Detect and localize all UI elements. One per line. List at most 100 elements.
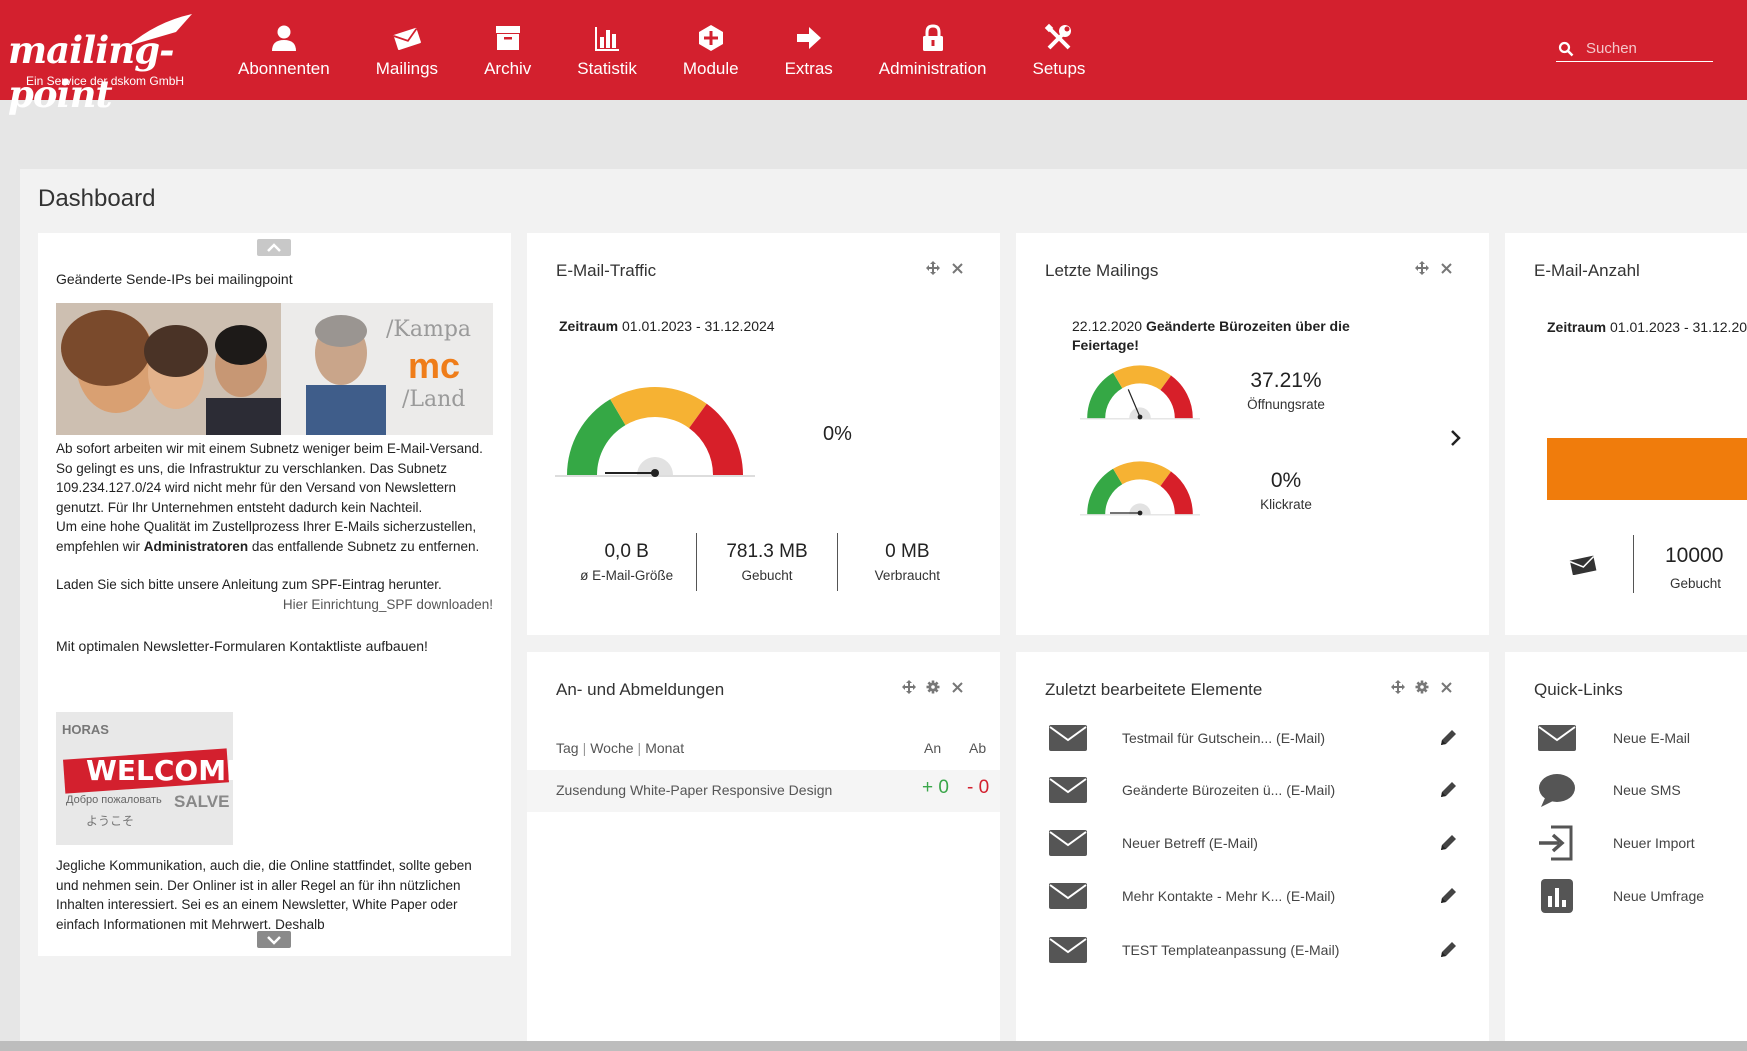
bar-chart-icon [595, 27, 620, 51]
nav-archiv[interactable]: Archiv [461, 0, 554, 100]
arrow-right-icon [796, 27, 821, 49]
spf-download-link[interactable]: Hier Einrichtung_SPF downloaden! [282, 597, 493, 612]
stat-value: 781.3 MB [726, 541, 808, 562]
search-icon[interactable] [1558, 41, 1574, 57]
card-title: E-Mail-Anzahl [1534, 261, 1640, 280]
lock-icon [922, 24, 943, 51]
recent-item[interactable]: Neuer Betreff (E-Mail) [1048, 823, 1458, 863]
close-icon[interactable] [950, 680, 964, 694]
pencil-icon[interactable] [1438, 833, 1458, 853]
close-icon[interactable] [950, 261, 964, 275]
quick-link-label: Neue Umfrage [1613, 888, 1705, 904]
quick-link-label: Neue E-Mail [1613, 730, 1691, 746]
bottom-scrollbar[interactable] [0, 1041, 1747, 1051]
quick-link-new-sms[interactable]: Neue SMS [1537, 770, 1681, 810]
gauge-pivot [1137, 510, 1143, 516]
stat-verbraucht: 0 MB Verbraucht [838, 533, 977, 591]
news-text-2: Um eine hohe Qualität im Zustellprozess … [56, 517, 496, 556]
pencil-icon[interactable] [1438, 940, 1458, 960]
nav-label: Abonnenten [238, 59, 330, 78]
dashboard-main: Dashboard Geänderte Sende-IPs bei mailin… [20, 169, 1747, 1041]
count-bar [1547, 438, 1747, 500]
recent-item[interactable]: Geänderte Bürozeiten ü... (E-Mail) [1048, 770, 1458, 810]
news-text-2a: Um eine hohe Qualität im Zustellprozess … [56, 519, 477, 554]
move-icon[interactable] [1391, 680, 1405, 694]
mailing-subject[interactable]: 22.12.2020 Geänderte Bürozeiten über die… [1072, 317, 1372, 355]
move-icon[interactable] [1415, 261, 1429, 275]
mailingpoint-logo[interactable]: mailing-point Ein Service der dskom GmbH [6, 10, 216, 116]
stat-mail-size: 0,0 B ø E-Mail-Größe [557, 533, 698, 591]
count-value: 10000 [1665, 544, 1724, 567]
stat-gebucht: 781.3 MB Gebucht [697, 533, 838, 591]
nav-label: Module [682, 59, 739, 78]
col-ab: Ab [969, 740, 987, 756]
chevron-right-icon[interactable] [1450, 429, 1462, 447]
nav-statistik[interactable]: Statistik [554, 0, 660, 100]
recent-item[interactable]: Testmail für Gutschein... (E-Mail) [1048, 718, 1458, 758]
close-icon[interactable] [1439, 261, 1453, 275]
gauge-band [1113, 365, 1172, 391]
gear-icon[interactable] [926, 680, 940, 694]
tab-woche[interactable]: Woche [590, 740, 634, 756]
nav-abonnenten[interactable]: Abonnenten [215, 0, 353, 100]
card-tools [926, 261, 964, 275]
email-traffic-card: E-Mail-Traffic Zeitraum 01.01.2023 - 31.… [527, 233, 1000, 635]
nav-label: Mailings [375, 59, 439, 78]
news-text-1: Ab sofort arbeiten wir mit einem Subnetz… [56, 441, 483, 515]
stat-value: 0,0 B [604, 541, 649, 562]
zeitraum-label: Zeitraum [1547, 319, 1607, 335]
poll-icon [1541, 879, 1573, 913]
unsubscribe-count: - 0 [967, 777, 990, 798]
nav-module[interactable]: Module [660, 0, 762, 100]
recent-item-label: Testmail für Gutschein... (E-Mail) [1122, 730, 1326, 746]
close-icon[interactable] [1439, 680, 1453, 694]
gauge-hub [1129, 503, 1151, 515]
welcome-word-ru: Добро пожаловать [66, 794, 162, 806]
search-input[interactable] [1586, 40, 1706, 57]
tab-monat[interactable]: Monat [645, 740, 685, 756]
quick-link-new-email[interactable]: Neue E-Mail [1537, 718, 1690, 758]
nav-label: Administration [878, 59, 987, 78]
move-icon[interactable] [926, 261, 940, 275]
card-title: Letzte Mailings [1045, 261, 1159, 280]
nav-label: Statistik [577, 59, 637, 78]
user-icon [271, 25, 296, 51]
recent-item[interactable]: Mehr Kontakte - Mehr K... (E-Mail) [1048, 876, 1458, 916]
subscriptions-card: An- und Abmeldungen Tag | Woche | Monat An A… [527, 652, 1000, 1041]
card-title: An- und Abmeldungen [556, 680, 725, 699]
pencil-icon[interactable] [1438, 886, 1458, 906]
form-name: Zusendung White-Paper Responsive Design [556, 782, 833, 798]
subscribe-count: + 0 [922, 777, 949, 798]
pencil-icon[interactable] [1438, 780, 1458, 800]
card-title: E-Mail-Traffic [556, 261, 657, 280]
pencil-icon[interactable] [1438, 728, 1458, 748]
nav-setups[interactable]: Setups [1010, 0, 1109, 100]
news-image-text-1: /Kampa [386, 317, 472, 342]
nav-extras[interactable]: Extras [762, 0, 856, 100]
card-tools [902, 680, 964, 694]
recent-item[interactable]: TEST Templateanpassung (E-Mail) [1048, 930, 1458, 970]
nav-label: Setups [1032, 59, 1086, 78]
envelope-icon [1049, 937, 1087, 963]
scroll-up-button[interactable] [257, 239, 291, 256]
nav-administration[interactable]: Administration [856, 0, 1010, 100]
gauge-band [610, 387, 707, 429]
gear-icon[interactable] [1415, 680, 1429, 694]
move-icon[interactable] [902, 680, 916, 694]
quick-link-new-poll[interactable]: Neue Umfrage [1537, 876, 1704, 916]
open-rate-label: Öffnungsrate [1247, 397, 1325, 412]
quick-link-new-import[interactable]: Neuer Import [1537, 823, 1695, 863]
open-rate-value: 37.21% [1250, 369, 1322, 392]
tab-tag[interactable]: Tag [556, 740, 579, 756]
envelope-icon [1569, 555, 1597, 575]
traffic-gauge [555, 387, 755, 477]
click-rate-value: 0% [1270, 469, 1302, 492]
scroll-down-button[interactable] [257, 931, 291, 948]
stat-value: 0 MB [885, 541, 930, 562]
nav-mailings[interactable]: Mailings [353, 0, 461, 100]
table-row[interactable]: Zusendung White-Paper Responsive Design … [527, 770, 1000, 812]
card-title: Zuletzt bearbeitete Elemente [1045, 680, 1263, 699]
count-label: Gebucht [1670, 576, 1722, 591]
news-image-text-3: /Land [402, 387, 466, 412]
news-text-2c: das entfallende Subnetz zu entfernen. [248, 538, 480, 554]
